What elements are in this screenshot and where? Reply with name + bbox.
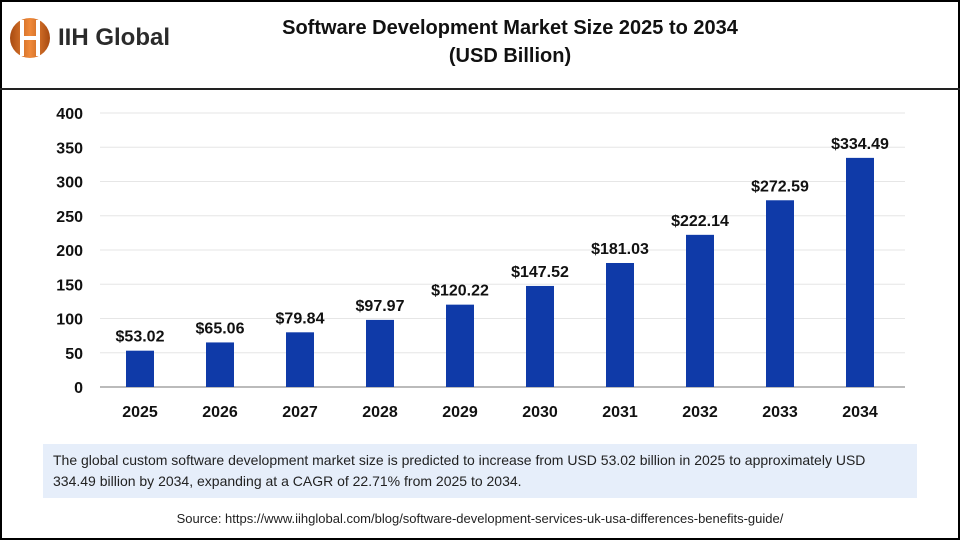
y-tick-label: 100 xyxy=(56,312,83,329)
data-label: $79.84 xyxy=(276,310,325,327)
bar xyxy=(126,350,154,387)
bar xyxy=(846,157,874,387)
bar xyxy=(446,304,474,387)
summary-note: The global custom software development m… xyxy=(43,444,917,498)
bar xyxy=(686,234,714,387)
chart-subtitle: (USD Billion) xyxy=(448,45,572,67)
x-tick-label: 2028 xyxy=(362,404,398,421)
data-label: $222.14 xyxy=(671,213,729,230)
x-tick-label: 2025 xyxy=(122,404,158,421)
data-label: $53.02 xyxy=(116,329,165,346)
x-tick-label: 2027 xyxy=(282,404,318,421)
x-tick-label: 2030 xyxy=(522,404,558,421)
y-tick-label: 0 xyxy=(74,380,83,397)
bar xyxy=(606,262,634,387)
data-label: $334.49 xyxy=(831,136,889,153)
y-tick-label: 250 xyxy=(56,209,83,226)
chart-title: Software Development Market Size 2025 to… xyxy=(282,17,738,39)
bar xyxy=(526,285,554,387)
y-tick-label: 150 xyxy=(56,277,83,294)
x-tick-label: 2031 xyxy=(602,404,638,421)
bar xyxy=(206,342,234,387)
x-tick-label: 2029 xyxy=(442,404,478,421)
header-divider xyxy=(0,88,960,90)
y-tick-label: 400 xyxy=(56,106,83,123)
data-label: $181.03 xyxy=(591,241,649,258)
y-tick-label: 200 xyxy=(56,243,83,260)
y-tick-label: 350 xyxy=(56,140,83,157)
x-tick-label: 2033 xyxy=(762,404,798,421)
bar-chart: 0 50 100 150 200 250 300 350 400 $53.02 2025 $65.06… xyxy=(56,106,905,421)
data-label: $272.59 xyxy=(751,178,809,195)
brand-name: IIH Global xyxy=(58,24,171,51)
source-text: Source: https://www.iihglobal.com/blog/s… xyxy=(176,511,784,526)
data-label: $65.06 xyxy=(196,320,245,337)
x-tick-label: 2032 xyxy=(682,404,718,421)
data-label: $97.97 xyxy=(356,298,405,315)
data-label: $120.22 xyxy=(431,283,489,300)
y-tick-label: 50 xyxy=(65,346,83,363)
x-tick-label: 2034 xyxy=(842,404,878,421)
iih-globe-icon xyxy=(10,18,50,58)
bar xyxy=(366,319,394,387)
chart-title-block: Software Development Market Size 2025 to… xyxy=(230,14,790,70)
data-label: $147.52 xyxy=(511,264,569,281)
x-tick-label: 2026 xyxy=(202,404,238,421)
bar xyxy=(766,200,794,387)
logo: IIH Global xyxy=(8,17,170,59)
bar xyxy=(286,332,314,387)
y-tick-label: 300 xyxy=(56,175,83,192)
